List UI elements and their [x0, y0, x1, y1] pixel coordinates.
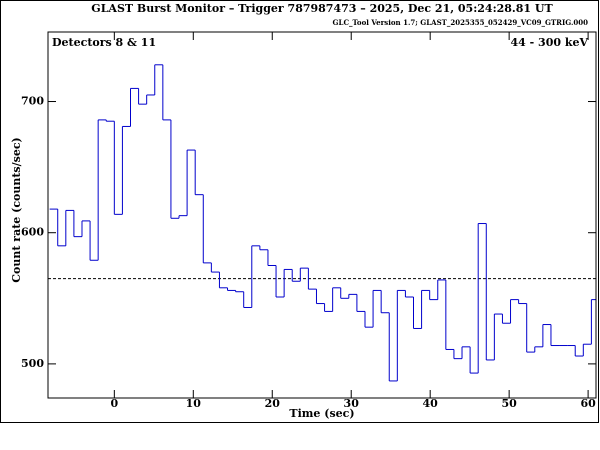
- x-tick-label: 30: [344, 397, 360, 410]
- annotation: 44 - 300 keV: [511, 36, 589, 49]
- y-tick-label: 600: [21, 226, 44, 239]
- annotation: Detectors 8 & 11: [52, 36, 156, 49]
- plot-area: [48, 64, 596, 382]
- plot-frame: [47, 31, 597, 399]
- y-tick-label: 500: [21, 357, 44, 370]
- x-tick-label: 0: [111, 397, 119, 410]
- outer-frame: [0, 0, 599, 423]
- x-tick-label: 40: [423, 397, 439, 410]
- x-tick-label: 10: [186, 397, 202, 410]
- x-tick-label: 60: [580, 397, 596, 410]
- x-tick-label: 20: [265, 397, 281, 410]
- y-tick-label: 700: [21, 95, 44, 108]
- x-axis-label: Time (sec): [289, 407, 354, 420]
- chart-title: GLAST Burst Monitor – Trigger 787987473 …: [91, 2, 553, 15]
- x-tick-label: 50: [501, 397, 517, 410]
- y-axis-label: Count rate (counts/sec): [10, 137, 23, 282]
- subtitle: GLC_Tool Version 1.7; GLAST_2025355_0524…: [333, 18, 589, 27]
